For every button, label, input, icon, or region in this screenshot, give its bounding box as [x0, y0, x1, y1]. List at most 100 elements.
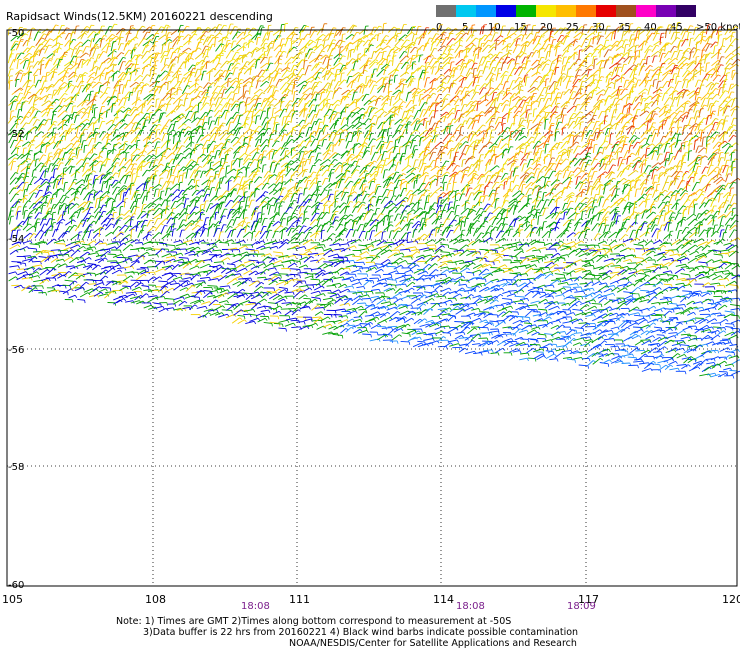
- wind-barb-tick: [215, 37, 219, 39]
- wind-barb-tick: [301, 59, 305, 61]
- wind-barb-tick: [393, 26, 397, 29]
- wind-barb: [499, 25, 504, 36]
- wind-barb-tick: [253, 27, 257, 30]
- wind-barb: [77, 32, 85, 40]
- wind-barb-tick: [207, 36, 211, 38]
- wind-barb: [512, 44, 518, 54]
- wind-barb-tick: [433, 57, 437, 60]
- wind-barb: [56, 44, 61, 53]
- wind-barb: [628, 23, 631, 34]
- wind-barb: [35, 37, 42, 47]
- wind-barb-tick: [535, 50, 540, 52]
- wind-barb: [501, 45, 508, 51]
- wind-barb-tick: [591, 26, 595, 28]
- wind-barb-tick: [311, 51, 315, 53]
- wind-barb: [447, 44, 453, 52]
- wind-barb-tick: [411, 71, 415, 74]
- wind-barb-tick: [436, 102, 440, 104]
- wind-barb-tick: [256, 47, 260, 50]
- wind-barb: [47, 70, 54, 77]
- wind-barb: [659, 43, 667, 52]
- wind-barb: [615, 46, 622, 52]
- wind-barb: [725, 52, 732, 59]
- wind-barb: [190, 51, 194, 59]
- wind-barb: [191, 27, 200, 34]
- wind-barb-tick: [531, 95, 535, 97]
- wind-barb-tick: [149, 111, 153, 113]
- wind-barb-tick: [463, 62, 467, 65]
- wind-barb-tick: [369, 43, 373, 45]
- wind-barb: [87, 31, 94, 39]
- wind-barb-tick: [449, 53, 453, 56]
- wind-barb: [573, 58, 579, 66]
- wind-barb-tick: [500, 58, 504, 60]
- wind-barb: [368, 44, 370, 52]
- wind-barb-tick: [155, 32, 159, 35]
- wind-barb: [521, 34, 525, 42]
- wind-barb: [326, 42, 333, 52]
- wind-barb: [165, 32, 169, 41]
- wind-barb: [658, 49, 663, 58]
- wind-barb-tick: [228, 42, 233, 45]
- wind-barb: [322, 40, 326, 48]
- wind-barb: [554, 60, 559, 69]
- wind-barb-tick: [447, 62, 451, 65]
- wind-barb-tick: [8, 27, 12, 29]
- wind-barb-tick: [368, 57, 372, 59]
- wind-barb: [124, 63, 132, 70]
- wind-barb-tick: [450, 48, 454, 50]
- wind-barb-tick: [191, 135, 195, 138]
- wind-barb: [158, 34, 166, 40]
- wind-barb: [224, 42, 230, 51]
- wind-barb-tick: [600, 44, 604, 47]
- wind-barb-tick: [93, 104, 97, 106]
- wind-barb-tick: [135, 43, 139, 45]
- wind-barb: [400, 61, 407, 70]
- wind-barb: [621, 31, 624, 40]
- wind-barb: [663, 42, 670, 48]
- wind-barb: [502, 38, 506, 46]
- wind-barb-tick: [490, 53, 494, 56]
- wind-barb-tick: [205, 56, 209, 58]
- wind-barb-tick: [381, 143, 385, 146]
- wind-barb-tick: [657, 50, 661, 54]
- wind-barb: [373, 25, 380, 33]
- wind-barb: [275, 50, 280, 58]
- wind-barb: [353, 45, 357, 53]
- wind-barb-tick: [29, 71, 33, 74]
- wind-barb-tick: [723, 83, 727, 85]
- wind-barb-tick: [499, 51, 503, 54]
- wind-barb-tick: [68, 32, 72, 35]
- wind-barb-tick: [198, 47, 202, 50]
- wind-barb: [538, 49, 541, 59]
- wind-barb-tick: [406, 39, 410, 42]
- wind-barb-tick: [403, 45, 407, 48]
- wind-barb-tick: [475, 37, 479, 40]
- wind-barb: [7, 68, 11, 77]
- wind-barb-tick: [585, 38, 589, 41]
- wind-barb-tick: [378, 33, 382, 35]
- wind-barb-tick: [693, 125, 697, 127]
- wind-barb: [184, 59, 187, 69]
- wind-barb: [187, 53, 190, 63]
- wind-barb: [70, 63, 78, 70]
- wind-barb-tick: [460, 126, 464, 128]
- wind-barb-tick: [218, 62, 222, 65]
- wind-barb-tick: [113, 50, 117, 53]
- wind-barb-tick: [293, 64, 297, 67]
- wind-barb-tick: [646, 72, 650, 74]
- wind-barb: [604, 31, 612, 40]
- wind-barb: [273, 44, 281, 52]
- wind-barb: [525, 55, 529, 65]
- wind-barb-tick: [685, 38, 689, 41]
- wind-barb: [290, 34, 295, 42]
- wind-barb: [680, 62, 687, 69]
- wind-barb-tick: [358, 53, 362, 55]
- wind-barb-tick: [508, 52, 512, 55]
- wind-barb: [135, 54, 141, 61]
- wind-barb-tick: [400, 39, 404, 42]
- wind-barb: [455, 58, 463, 66]
- wind-barb: [409, 55, 414, 64]
- wind-barb: [379, 39, 385, 47]
- wind-barb-tick: [314, 30, 318, 32]
